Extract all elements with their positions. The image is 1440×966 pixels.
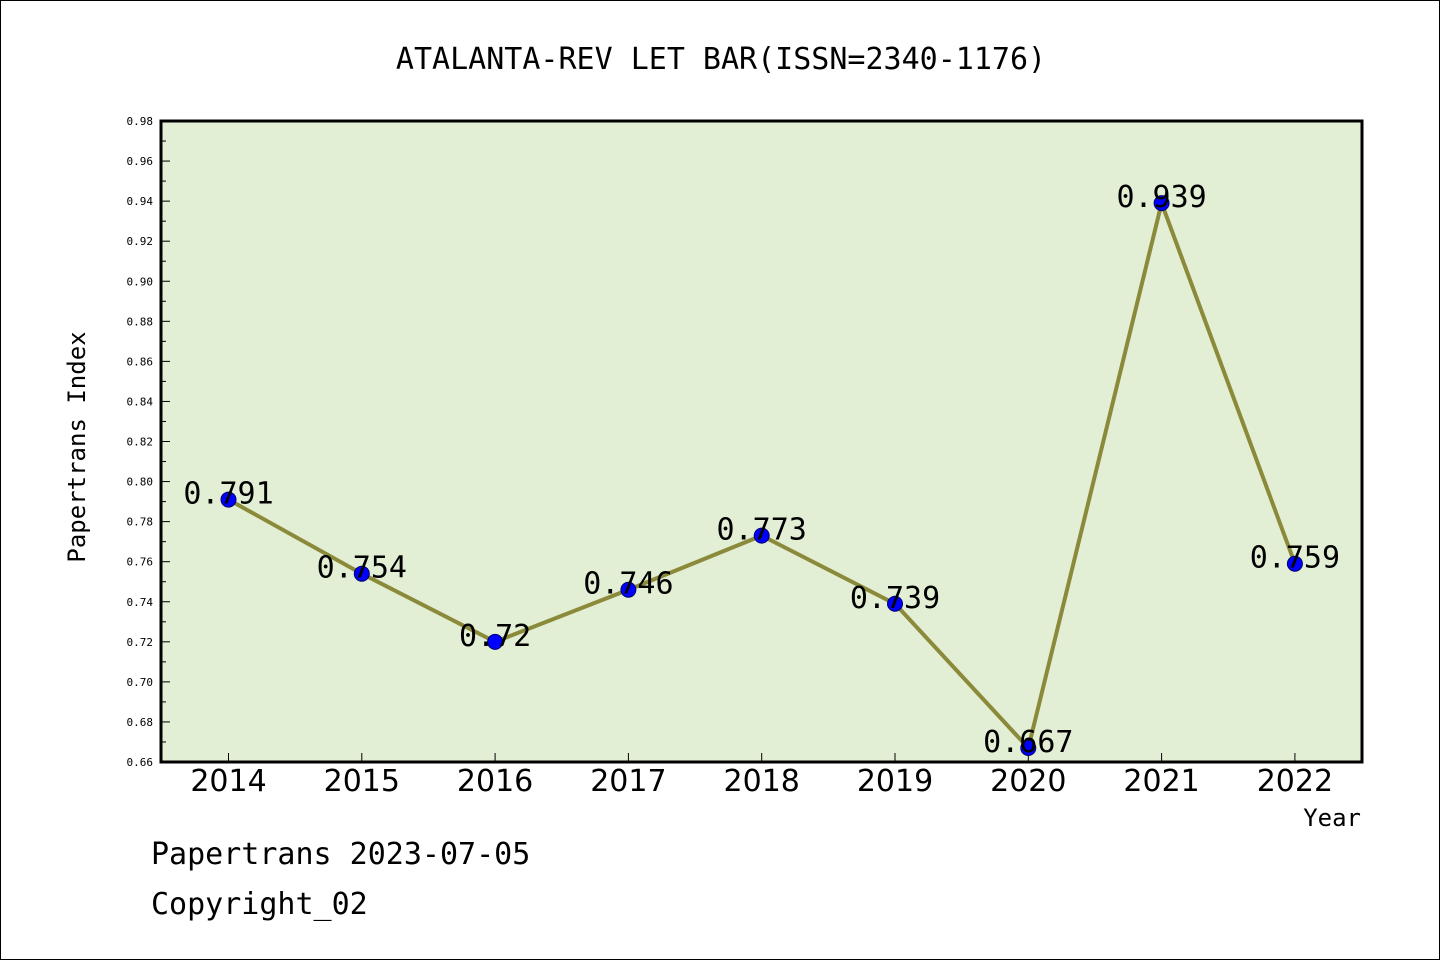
x-tick-label: 2020 (990, 764, 1066, 799)
chart-title: ATALANTA-REV LET BAR(ISSN=2340-1176) (396, 42, 1046, 77)
footer-date: Papertrans 2023-07-05 (151, 837, 530, 872)
y-tick-label: 0.86 (127, 355, 154, 368)
x-tick-label: 2018 (724, 764, 800, 799)
y-tick-label: 0.76 (127, 556, 154, 569)
x-tick-label: 2019 (857, 764, 933, 799)
plot-area (159, 119, 1364, 764)
data-point (1286, 555, 1303, 572)
data-point (620, 581, 637, 598)
y-axis-label: Papertrans Index (63, 331, 91, 562)
data-point (353, 565, 370, 582)
x-tick-label: 2021 (1123, 764, 1199, 799)
data-labels-group: 0.791 0.754 0.72 0.746 0.773 0.739 0.667 0.939 0… (183, 180, 1340, 760)
data-label: 0.754 (317, 551, 407, 586)
x-axis-label: Year (1303, 804, 1361, 832)
y-tick-label: 0.96 (127, 155, 154, 168)
y-tick-label: 0.90 (127, 275, 154, 288)
y-tick-label: 0.80 (127, 476, 154, 489)
y-tick-label: 0.84 (127, 395, 154, 408)
x-tick-label: 2015 (324, 764, 400, 799)
y-axis: 0.66 0.68 0.70 0.72 0.74 0.76 0.78 0.80 0.82 0.84… (127, 115, 170, 769)
y-tick-label: 0.68 (127, 716, 154, 729)
y-tick-label: 0.66 (127, 756, 154, 769)
x-tick-label: 2014 (190, 764, 266, 799)
data-label: 0.773 (717, 513, 807, 548)
data-label: 0.791 (183, 477, 273, 512)
y-tick-label: 0.88 (127, 315, 154, 328)
data-point (887, 595, 903, 612)
y-tick-label: 0.94 (127, 195, 154, 208)
x-tick-label: 2022 (1257, 764, 1333, 799)
x-axis: 2014 2015 2016 2017 2018 2019 2020 2021 2022 (190, 753, 1333, 799)
y-tick-label: 0.92 (127, 235, 154, 248)
data-label: 0.759 (1250, 541, 1340, 576)
data-point (487, 633, 504, 650)
series-line-group (220, 195, 1303, 756)
x-tick-label: 2016 (457, 764, 533, 799)
data-label: 0.72 (459, 619, 531, 654)
x-tick-label: 2017 (590, 764, 666, 799)
footer-copyright: Copyright_02 (151, 887, 368, 922)
y-tick-label: 0.70 (127, 676, 154, 689)
data-label: 0.939 (1116, 180, 1206, 215)
data-point (753, 527, 770, 544)
y-tick-label: 0.74 (127, 596, 154, 609)
data-label: 0.739 (850, 581, 940, 616)
data-label: 0.746 (583, 567, 673, 602)
y-tick-label: 0.78 (127, 516, 154, 529)
data-point (1153, 195, 1170, 212)
data-label: 0.667 (983, 725, 1073, 760)
data-point (1020, 739, 1037, 756)
y-tick-label: 0.98 (127, 115, 154, 128)
data-point (220, 491, 237, 508)
y-tick-label: 0.82 (127, 436, 154, 449)
y-tick-label: 0.72 (127, 636, 154, 649)
